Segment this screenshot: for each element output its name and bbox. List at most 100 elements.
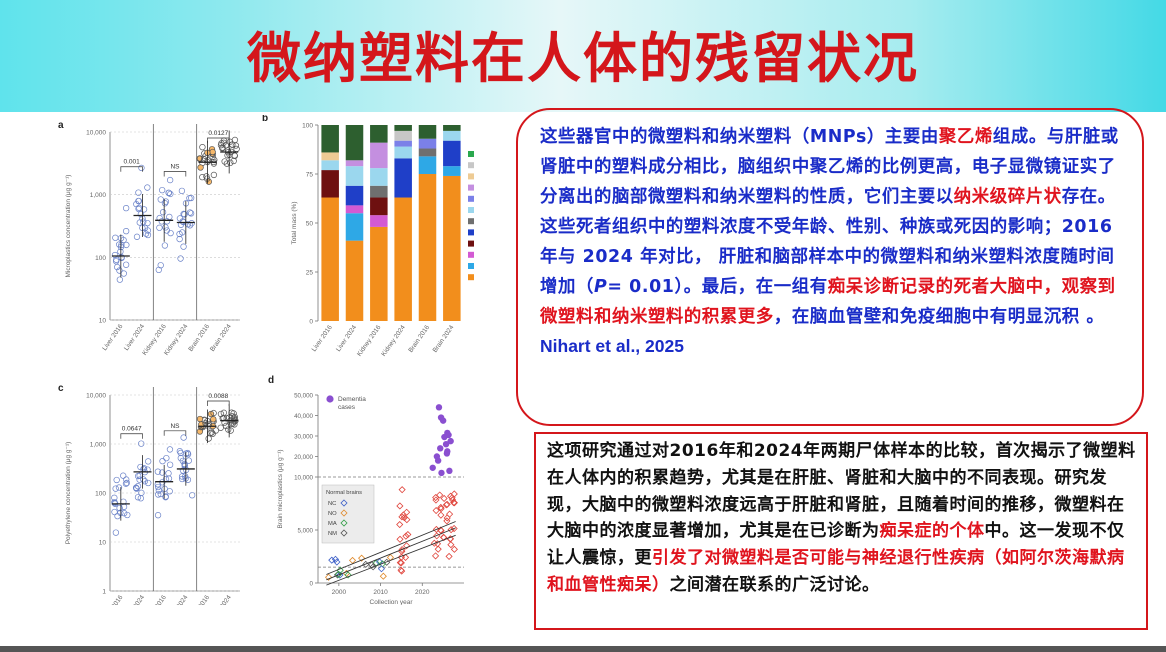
stacked-bar-segment bbox=[370, 185, 388, 198]
comparison-bracket bbox=[120, 166, 143, 172]
comparison-label: 0.0088 bbox=[208, 393, 228, 400]
comparison-bracket bbox=[207, 400, 230, 406]
data-point bbox=[135, 189, 142, 196]
comparison-bracket bbox=[120, 433, 143, 439]
stacked-bar-segment bbox=[418, 125, 437, 139]
dementia-point bbox=[438, 469, 445, 477]
inset-legend-marker bbox=[340, 519, 348, 527]
y-tick-label: 100 bbox=[95, 491, 106, 498]
data-point bbox=[196, 415, 204, 423]
data-point bbox=[116, 267, 123, 274]
normal-brain-point bbox=[447, 541, 455, 549]
y-tick-label: 10,000 bbox=[86, 393, 106, 400]
data-point bbox=[112, 485, 119, 492]
y-tick-label: 25 bbox=[306, 270, 314, 277]
stacked-bar-segment bbox=[370, 168, 388, 186]
data-point bbox=[157, 490, 164, 498]
data-point bbox=[180, 243, 187, 250]
highlight-span: 纳米级碎片状 bbox=[953, 187, 1062, 207]
x-tick-label: Brain 2016 bbox=[187, 323, 211, 353]
text-span: 组成。与肝脏或肾脏中的塑料成分相比，脑组织中聚乙烯的比例更高，电子显微镜证实了分… bbox=[540, 127, 1119, 207]
data-point bbox=[123, 241, 130, 249]
data-point bbox=[114, 512, 121, 520]
data-point bbox=[138, 440, 145, 447]
comparison-bracket bbox=[163, 430, 187, 436]
data-point bbox=[166, 461, 174, 468]
normal-brain-point bbox=[403, 516, 411, 524]
x-axis-label: Collection year bbox=[370, 599, 414, 605]
data-point bbox=[223, 160, 231, 167]
data-point bbox=[123, 476, 130, 483]
data-point bbox=[137, 211, 145, 218]
legend-label: cases bbox=[338, 404, 356, 411]
comparison-label: NS bbox=[170, 164, 180, 171]
data-point bbox=[155, 487, 163, 494]
data-point bbox=[163, 454, 170, 462]
y-tick-label: 20,000 bbox=[294, 454, 313, 461]
data-point bbox=[159, 457, 166, 465]
data-point bbox=[113, 476, 120, 484]
data-point bbox=[134, 494, 142, 501]
x-tick-label: Brain 2016 bbox=[187, 594, 211, 605]
stacked-bar-segment bbox=[443, 130, 461, 141]
data-point bbox=[197, 164, 204, 171]
data-point bbox=[187, 210, 195, 217]
data-point bbox=[141, 465, 148, 472]
normal-brain-point bbox=[396, 535, 404, 543]
data-point bbox=[156, 224, 163, 231]
data-point bbox=[161, 485, 168, 492]
data-point bbox=[133, 233, 141, 240]
data-point bbox=[231, 418, 238, 425]
x-tick-label: Kidney 2024 bbox=[380, 324, 407, 358]
normal-brain-point bbox=[432, 493, 440, 502]
x-tick-label: Kidney 2016 bbox=[356, 324, 383, 358]
commentary-text: 这项研究通过对2016年和2024年两期尸体样本的比较，首次揭示了微塑料在人体内… bbox=[547, 438, 1138, 599]
highlight-span: 痴呆症的个体 bbox=[879, 521, 985, 542]
x-tick-label: Brain 2024 bbox=[209, 323, 233, 353]
y-tick-label: 75 bbox=[306, 172, 314, 179]
stacked-bar-segment bbox=[394, 130, 412, 141]
data-point bbox=[161, 242, 169, 249]
stacked-bar-segment bbox=[394, 125, 412, 131]
normal-brain-point bbox=[344, 571, 352, 579]
y-tick-label: 1 bbox=[102, 589, 106, 596]
data-point bbox=[205, 421, 213, 428]
x-tick-label: Kidney 2024 bbox=[163, 594, 190, 605]
data-point bbox=[159, 469, 166, 476]
data-point bbox=[145, 479, 152, 487]
x-tick-label: 2010 bbox=[373, 589, 388, 596]
normal-brain-point bbox=[440, 534, 448, 542]
dementia-point bbox=[446, 467, 453, 475]
data-point bbox=[220, 139, 227, 146]
data-point bbox=[178, 187, 186, 195]
highlight-span: 痴呆诊断记录的死者大脑中，观察到微塑料和纳米塑料的积累更多 bbox=[540, 277, 1116, 327]
data-point bbox=[186, 194, 193, 202]
data-point bbox=[162, 494, 169, 501]
data-point bbox=[209, 148, 216, 156]
data-point bbox=[116, 276, 123, 283]
data-point bbox=[177, 255, 184, 262]
x-tick-label: Liver 2024 bbox=[123, 323, 146, 352]
data-point bbox=[122, 261, 130, 268]
normal-brain-point bbox=[396, 559, 404, 567]
legend-swatch bbox=[326, 395, 334, 403]
normal-brain-point bbox=[333, 558, 341, 566]
data-point bbox=[112, 529, 120, 536]
y-tick-label: 10 bbox=[99, 540, 107, 547]
data-point bbox=[166, 446, 174, 453]
normal-brain-point bbox=[446, 510, 454, 518]
legend-swatch bbox=[468, 162, 474, 169]
y-tick-label: 50 bbox=[306, 221, 314, 228]
stacked-bar-segment bbox=[443, 166, 461, 176]
data-point bbox=[122, 204, 130, 212]
data-point bbox=[177, 449, 184, 457]
stacked-bar-segment bbox=[321, 152, 339, 161]
panel-label: d bbox=[268, 375, 274, 386]
comparison-bracket bbox=[207, 137, 230, 143]
inset-legend-marker bbox=[340, 509, 348, 517]
summary-box: 这些器官中的微塑料和纳米塑料（MNPs）主要由聚乙烯组成。与肝脏或肾脏中的塑料成… bbox=[516, 108, 1144, 426]
normal-brain-point bbox=[401, 553, 410, 562]
data-point bbox=[165, 189, 172, 196]
stacked-bar-segment bbox=[418, 174, 437, 321]
stacked-bar-segment bbox=[443, 140, 461, 167]
